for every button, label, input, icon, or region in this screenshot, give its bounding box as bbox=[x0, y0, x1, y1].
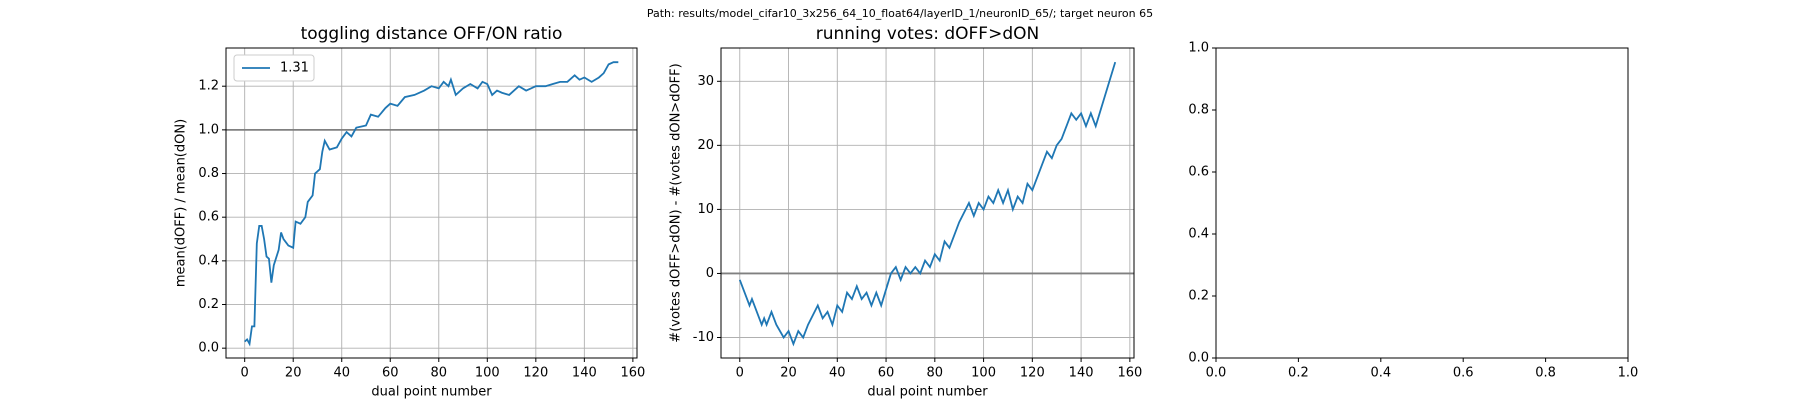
y-tick-label: 0 bbox=[706, 266, 714, 281]
x-axis-label: dual point number bbox=[867, 385, 988, 400]
x-tick-label: 100 bbox=[971, 366, 996, 381]
x-tick-label: 160 bbox=[620, 366, 645, 381]
axes-frame bbox=[1215, 47, 1629, 359]
x-tick-label: 0.4 bbox=[1370, 366, 1391, 381]
chart-title: running votes: dOFF>dON bbox=[816, 24, 1039, 44]
y-tick-label: 0.2 bbox=[198, 297, 219, 312]
y-axis-label: mean(dOFF) / mean(dON) bbox=[174, 119, 189, 287]
x-tick-label: 0.8 bbox=[1535, 366, 1556, 381]
x-tick-label: 0.0 bbox=[1206, 366, 1227, 381]
y-axis-label: #(votes dOFF>dON) - #(votes dON>dOFF) bbox=[669, 63, 684, 342]
x-tick-label: 40 bbox=[829, 366, 846, 381]
x-tick-label: 160 bbox=[1117, 366, 1142, 381]
y-tick-label: 1.0 bbox=[1188, 41, 1209, 56]
x-tick-label: 60 bbox=[382, 366, 399, 381]
legend-label: 1.31 bbox=[280, 61, 309, 76]
data-line bbox=[244, 61, 619, 347]
x-tick-label: 120 bbox=[1020, 366, 1045, 381]
y-tick-label: 0.4 bbox=[198, 253, 219, 268]
x-tick-label: 80 bbox=[431, 366, 448, 381]
y-tick-label: 0.8 bbox=[1188, 103, 1209, 118]
x-tick-label: 0.6 bbox=[1453, 366, 1474, 381]
y-tick-label: 0.6 bbox=[198, 210, 219, 225]
x-tick-label: 0 bbox=[736, 366, 744, 381]
y-tick-label: 1.0 bbox=[198, 122, 219, 137]
y-tick-label: -10 bbox=[693, 330, 714, 345]
chart-title: toggling distance OFF/ON ratio bbox=[301, 24, 563, 44]
x-tick-label: 140 bbox=[572, 366, 597, 381]
x-tick-label: 140 bbox=[1069, 366, 1094, 381]
y-tick-label: 0.8 bbox=[198, 166, 219, 181]
y-tick-label: 0.4 bbox=[1188, 227, 1209, 242]
x-tick-label: 20 bbox=[780, 366, 797, 381]
x-tick-label: 0 bbox=[241, 366, 249, 381]
y-tick-label: 20 bbox=[697, 138, 714, 153]
axes-frame bbox=[720, 47, 1135, 359]
y-tick-label: 0.6 bbox=[1188, 165, 1209, 180]
x-tick-label: 1.0 bbox=[1618, 366, 1639, 381]
x-tick-label: 0.2 bbox=[1288, 366, 1309, 381]
y-tick-label: 0.0 bbox=[198, 341, 219, 356]
x-tick-label: 100 bbox=[475, 366, 500, 381]
x-axis-label: dual point number bbox=[371, 385, 492, 400]
x-tick-label: 80 bbox=[927, 366, 944, 381]
data-line bbox=[738, 61, 1117, 347]
y-tick-label: 1.2 bbox=[198, 79, 219, 94]
y-tick-label: 10 bbox=[697, 202, 714, 217]
legend-box bbox=[233, 54, 315, 82]
y-tick-label: 0.2 bbox=[1188, 289, 1209, 304]
suptitle: Path: results/model_cifar10_3x256_64_10_… bbox=[647, 7, 1153, 20]
axes-frame bbox=[225, 47, 638, 359]
x-tick-label: 20 bbox=[285, 366, 302, 381]
y-tick-label: 0.0 bbox=[1188, 351, 1209, 366]
x-tick-label: 120 bbox=[523, 366, 548, 381]
y-tick-label: 30 bbox=[697, 74, 714, 89]
x-tick-label: 40 bbox=[333, 366, 350, 381]
x-tick-label: 60 bbox=[878, 366, 895, 381]
